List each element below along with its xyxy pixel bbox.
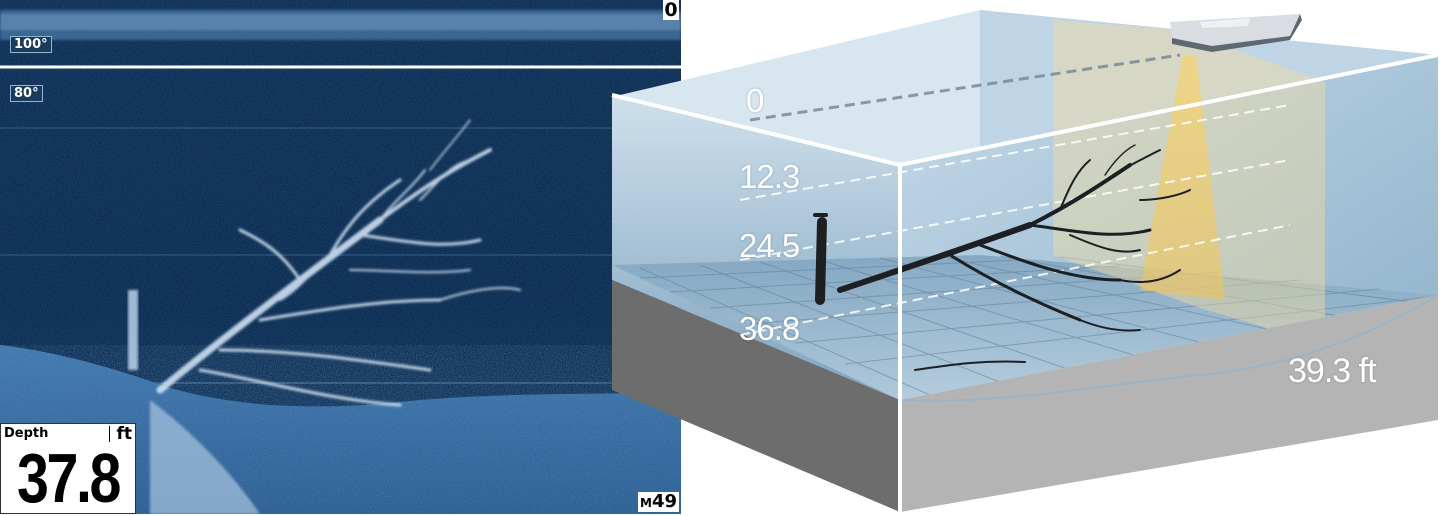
temperature-upper-label: 100°	[10, 36, 52, 53]
bottom-depth-label: 39.3 ft	[1288, 352, 1377, 390]
depth-readout-value: 37.8	[17, 439, 121, 514]
depth-readout-unit: ft	[116, 424, 132, 444]
boat-icon	[1170, 14, 1302, 52]
depth-mark-24: 24.5	[739, 227, 800, 264]
depth-mark-12: 12.3	[739, 158, 800, 195]
depth-readout-divider	[109, 426, 110, 442]
range-value: 49	[651, 491, 677, 512]
sonar-image	[0, 0, 681, 514]
depth-readout-title: Depth	[4, 426, 49, 441]
top-depth-label: 0	[663, 0, 679, 21]
cross-section-graphic	[611, 10, 1439, 512]
depth-readout: Depth ft 37.8	[0, 423, 136, 514]
depth-mark-36: 36.8	[739, 310, 800, 347]
depth-mark-0: 0	[746, 82, 764, 119]
water-cross-section-illustration: 0 12.3 24.5 36.8 39.3 ft	[600, 0, 1441, 516]
sonar-display: 0 100° 80° Depth ft 37.8 M49	[0, 0, 681, 514]
range-label: M49	[637, 491, 679, 512]
temperature-lower-label: 80°	[10, 85, 43, 102]
range-prefix: M	[639, 496, 652, 510]
